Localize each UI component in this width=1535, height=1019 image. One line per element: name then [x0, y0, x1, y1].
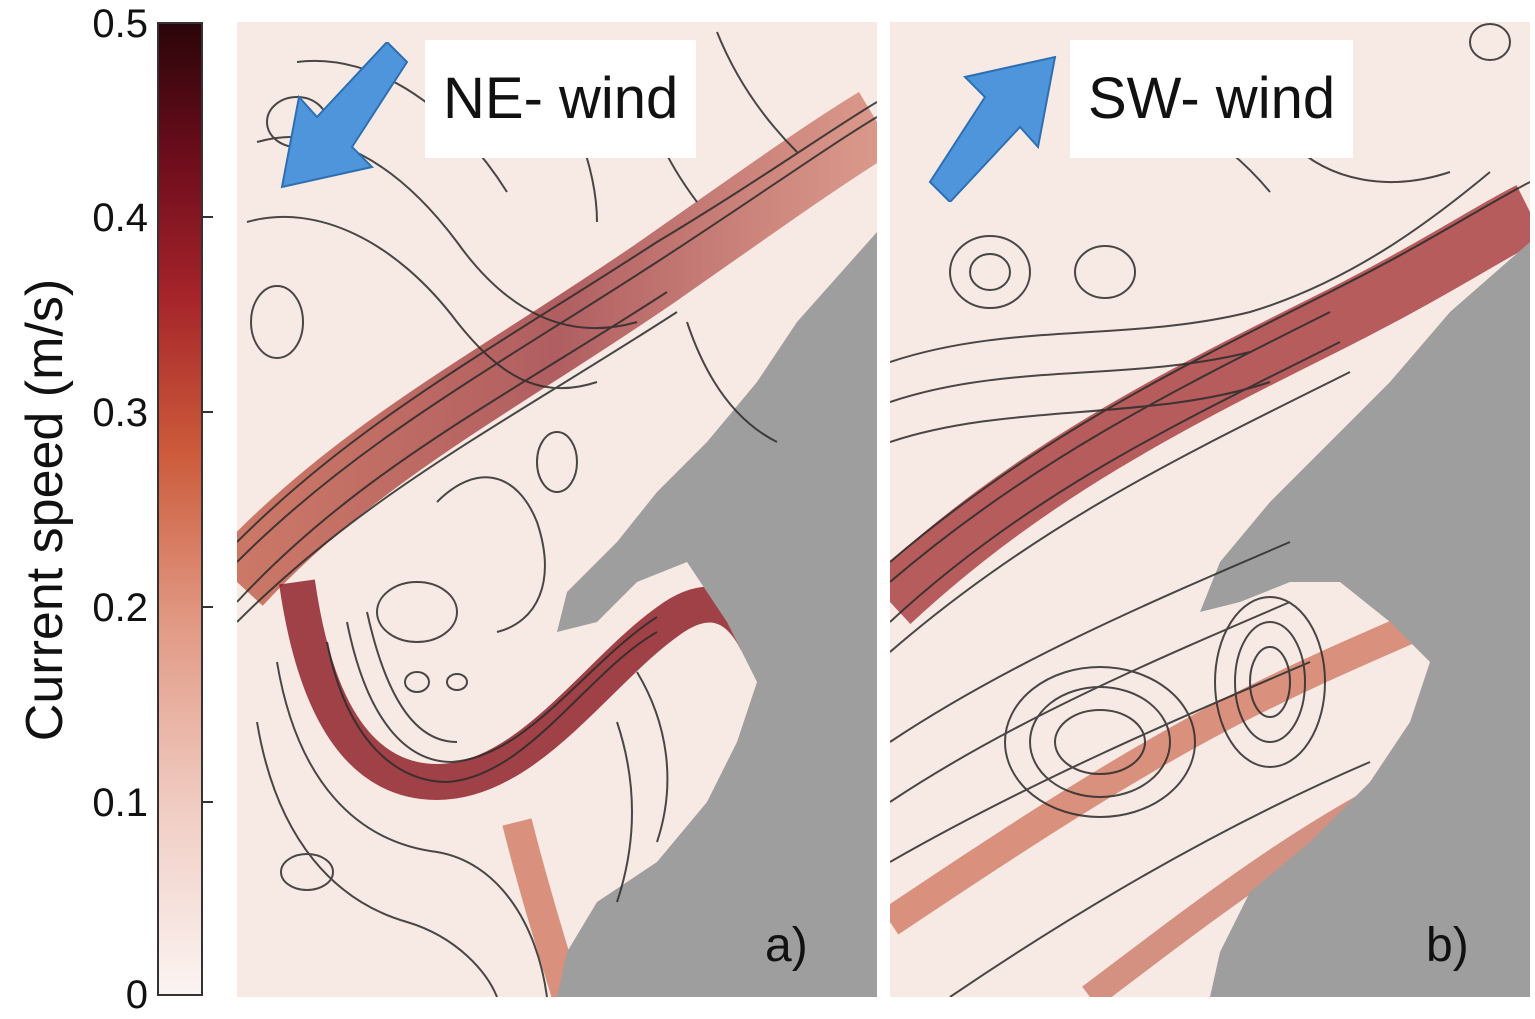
colorbar-tick: 0	[125, 973, 148, 1017]
colorbar-label: Current speed (m/s)	[16, 278, 74, 742]
panel-a-label: a)	[765, 919, 808, 972]
wind-arrow-sw-icon	[280, 42, 409, 189]
colorbar-tick: 0.5	[92, 2, 148, 46]
colorbar-tick: 0.3	[92, 391, 148, 435]
panel-a-wind-label: NE- wind	[425, 40, 697, 158]
wind-arrow-ne-icon	[928, 55, 1057, 202]
panel-b-current-map: SW- wind b)	[890, 22, 1530, 997]
colorbar	[157, 22, 203, 996]
panel-b-wind-label: SW- wind	[1070, 40, 1354, 158]
colorbar-tick: 0.1	[92, 781, 148, 825]
colorbar-tick-mark	[203, 411, 213, 413]
panel-a-map-graphic	[237, 22, 877, 997]
colorbar-tick-mark	[203, 216, 213, 218]
colorbar-tick: 0.4	[92, 196, 148, 240]
panel-b-label: b)	[1426, 919, 1469, 972]
panel-b-map-graphic	[890, 22, 1530, 997]
panel-a-current-map: NE- wind a)	[237, 22, 877, 997]
colorbar-tick: 0.2	[92, 586, 148, 630]
colorbar-tick-mark	[203, 801, 213, 803]
colorbar-tick-mark	[203, 606, 213, 608]
